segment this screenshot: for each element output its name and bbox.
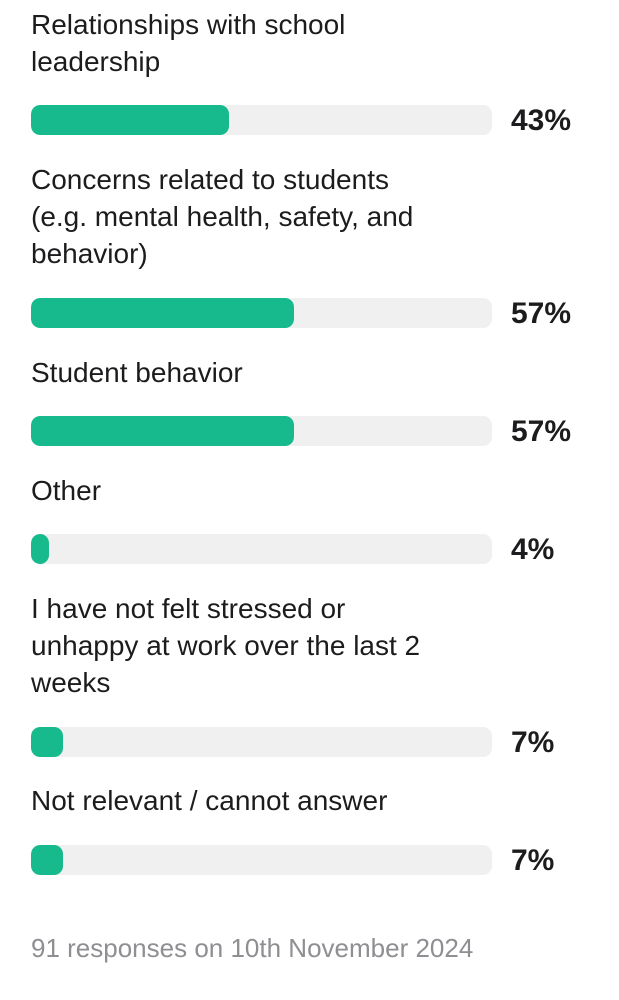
option-bar-track-1: [31, 298, 492, 328]
responses-footer: 91 responses on 10th November 2024: [31, 933, 474, 963]
option-bar-fill-1: [31, 298, 294, 328]
option-bar-fill-4: [31, 727, 63, 757]
option-bar-fill-2: [31, 416, 294, 446]
option-bar-track-5: [31, 845, 492, 875]
option-percent-1: 57%: [511, 297, 572, 330]
option-percent-5: 7%: [511, 844, 555, 877]
option-bar-track-3: [31, 534, 492, 564]
option-label-5: Not relevant / cannot answer: [31, 785, 388, 816]
option-label-0: Relationships with school leadership: [31, 9, 346, 77]
option-bar-track-0: [31, 105, 492, 135]
option-label-3: Other: [31, 475, 102, 506]
option-percent-4: 7%: [511, 726, 555, 759]
option-label-4: I have not felt stressed or unhappy at w…: [31, 593, 421, 698]
option-bar-track-2: [31, 416, 492, 446]
option-bar-fill-0: [31, 105, 229, 135]
option-percent-0: 43%: [511, 104, 572, 137]
option-bar-track-4: [31, 727, 492, 757]
option-bar-fill-3: [31, 534, 49, 564]
option-percent-2: 57%: [511, 415, 572, 448]
option-percent-3: 4%: [511, 533, 555, 566]
option-label-2: Student behavior: [31, 357, 243, 388]
option-bar-fill-5: [31, 845, 63, 875]
option-label-1: Concerns related to students (e.g. menta…: [31, 164, 414, 269]
